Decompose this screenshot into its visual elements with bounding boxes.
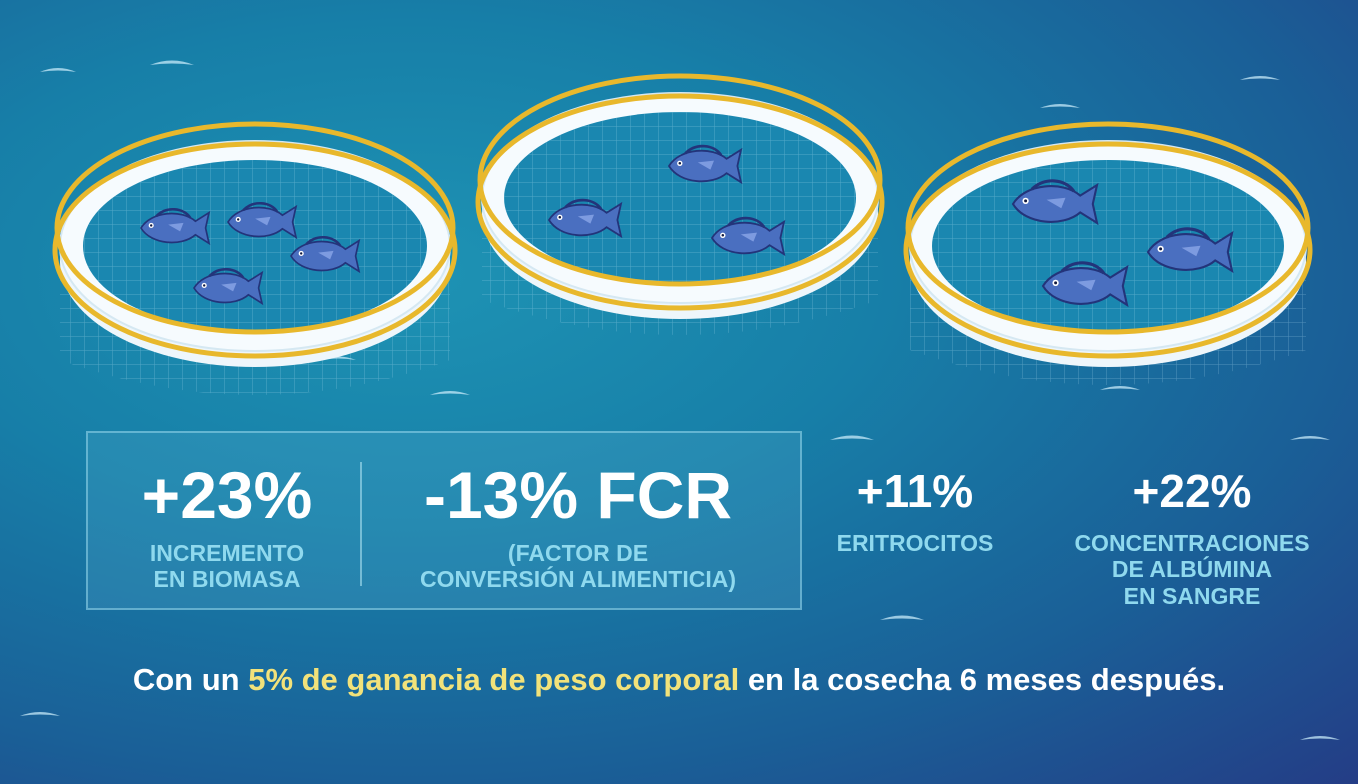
stat-fcr-label: (FACTOR DE CONVERSIÓN ALIMENTICIA) [419,540,737,593]
stat-biomass-label: INCREMENTO EN BIOMASA [149,540,305,593]
fish-cage-2 [475,73,885,335]
stat-albumin-value: +22% [1132,465,1252,517]
stat-fcr-value: -13% FCR [423,458,733,532]
stat-erythrocytes-value: +11% [856,465,974,517]
footer-caption: Con un 5% de ganancia de peso corporal e… [132,662,1226,697]
stat-albumin-label: CONCENTRACIONES DE ALBÚMINA EN SANGRE [1074,530,1310,609]
stats-panel [86,431,802,610]
footer-highlight: 5% de ganancia de peso corporal [248,662,740,697]
fish-cage-1 [52,121,458,395]
stat-erythrocytes-label: ERITROCITOS [836,530,994,556]
stat-biomass-value: +23% [141,458,313,532]
stats-divider [360,462,362,586]
fish-cage-3 [903,121,1313,385]
